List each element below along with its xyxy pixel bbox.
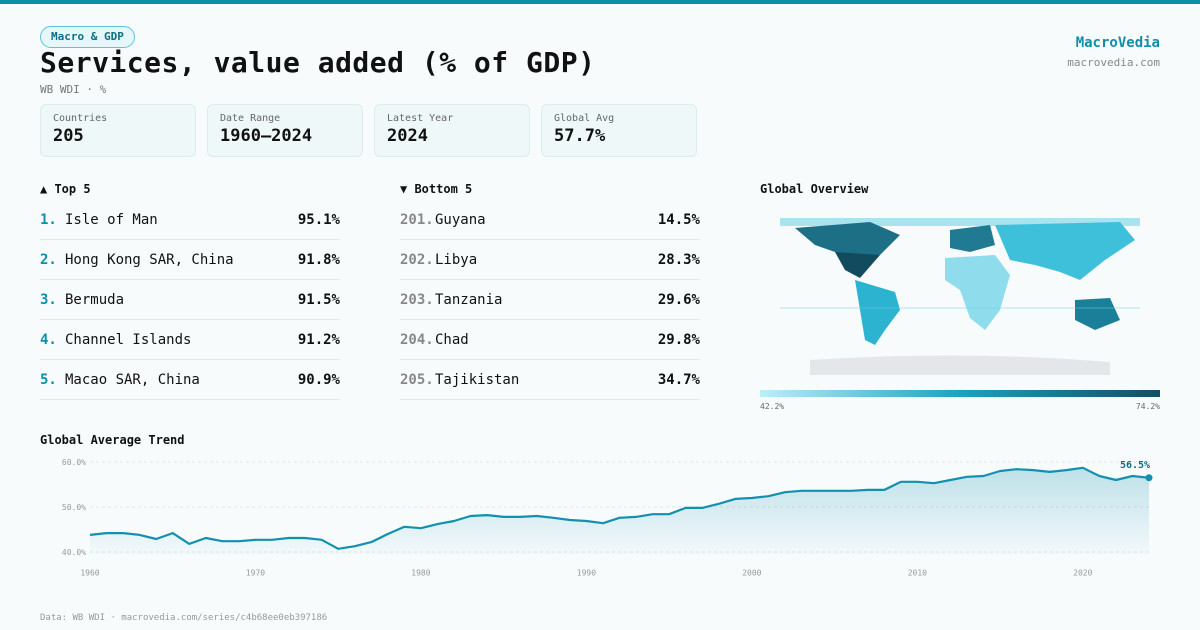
list-row: 1. Isle of Man 95.1%: [40, 200, 340, 240]
y-tick-label: 40.0%: [62, 548, 86, 557]
stat-label: Countries: [53, 113, 108, 124]
color-scale: [760, 390, 1160, 397]
europe: [950, 225, 995, 252]
country: Bermuda: [65, 291, 125, 308]
rank: 2.: [40, 251, 57, 268]
stat-card: Date Range 1960–2024: [207, 104, 363, 157]
value: 91.2%: [297, 331, 340, 348]
map-title: Global Overview: [760, 182, 869, 196]
stat-card: Latest Year 2024: [374, 104, 530, 157]
list-row: 5. Macao SAR, China 90.9%: [40, 360, 340, 400]
value: 29.8%: [657, 331, 700, 348]
category-tag: Macro & GDP: [40, 26, 135, 48]
country: Hong Kong SAR, China: [65, 251, 234, 268]
usa: [835, 252, 880, 278]
trend-chart: 40.0% 50.0% 60.0% 1960 1970 1980 1990 2000 2010 2…: [62, 458, 1153, 577]
country: Macao SAR, China: [65, 371, 200, 388]
list-row: 204. Chad 29.8%: [400, 320, 700, 360]
stat-value: 57.7%: [554, 126, 606, 146]
value: 91.5%: [297, 291, 340, 308]
x-tick-label: 1960: [80, 568, 99, 577]
y-tick-label: 50.0%: [62, 503, 86, 512]
value: 90.9%: [297, 371, 340, 388]
stat-card: Global Avg 57.7%: [541, 104, 697, 157]
rank: 4.: [40, 331, 57, 348]
value: 29.6%: [657, 291, 700, 308]
stat-value: 205: [53, 126, 84, 146]
top-bar: [0, 0, 1200, 4]
antarctica: [810, 355, 1110, 375]
rank: 1.: [40, 211, 57, 228]
subtitle: WB WDI · %: [40, 83, 107, 96]
australia: [1075, 298, 1120, 330]
y-tick-label: 60.0%: [62, 458, 86, 467]
country: Chad: [435, 331, 469, 348]
value: 91.8%: [297, 251, 340, 268]
x-tick-label: 2020: [1073, 568, 1092, 577]
rank: 205.: [400, 371, 434, 388]
bottom-title: ▼ Bottom 5: [400, 182, 473, 196]
list-row: 201. Guyana 14.5%: [400, 200, 700, 240]
x-tick-label: 2000: [742, 568, 761, 577]
value: 14.5%: [657, 211, 700, 228]
rank: 202.: [400, 251, 434, 268]
bottom-list: 201. Guyana 14.5% 202. Libya 28.3% 203. Tanzani…: [400, 200, 700, 400]
site: macrovedia.com: [1067, 56, 1160, 69]
legend-max: 74.2%: [1136, 402, 1160, 411]
rank: 201.: [400, 211, 434, 228]
africa: [945, 255, 1010, 330]
value: 95.1%: [297, 211, 340, 228]
stat-label: Global Avg: [554, 113, 615, 124]
country: Tanzania: [435, 291, 503, 308]
line: [89, 466, 1150, 550]
country: Tajikistan: [435, 371, 520, 388]
stat-value: 2024: [387, 126, 428, 146]
footer: Data: WB WDI · macrovedia.com/series/c4b…: [40, 613, 328, 623]
page-title: Services, value added (% of GDP): [40, 46, 596, 79]
list-row: 202. Libya 28.3%: [400, 240, 700, 280]
south-america: [855, 280, 900, 345]
world-map: 42.2% 74.2%: [760, 218, 1160, 411]
end-point: [1145, 474, 1153, 482]
list-row: 3. Bermuda 91.5%: [40, 280, 340, 320]
country: Guyana: [435, 211, 486, 228]
x-tick-label: 2010: [908, 568, 927, 577]
value: 28.3%: [657, 251, 700, 268]
rank: 203.: [400, 291, 434, 308]
stat-label: Date Range: [220, 113, 281, 124]
country: Isle of Man: [65, 211, 158, 228]
list-row: 203. Tanzania 29.6%: [400, 280, 700, 320]
x-tick-label: 1980: [411, 568, 430, 577]
top-title: ▲ Top 5: [40, 182, 91, 196]
value-label: 56.5%: [1120, 460, 1150, 471]
brand: MacroVedia: [1075, 35, 1160, 51]
rank: 3.: [40, 291, 57, 308]
area: [90, 467, 1149, 555]
asia: [995, 222, 1135, 280]
arctic: [780, 218, 1140, 226]
legend-min: 42.2%: [760, 402, 784, 411]
stat-value: 1960–2024: [220, 126, 313, 146]
list-row: 4. Channel Islands 91.2%: [40, 320, 340, 360]
stat-label: Latest Year: [387, 113, 454, 124]
value: 34.7%: [657, 371, 700, 388]
list-row: 205. Tajikistan 34.7%: [400, 360, 700, 400]
list-row: 2. Hong Kong SAR, China 91.8%: [40, 240, 340, 280]
rank: 204.: [400, 331, 434, 348]
x-tick-label: 1990: [577, 568, 596, 577]
country: Channel Islands: [65, 331, 192, 348]
chart-title: Global Average Trend: [40, 433, 185, 447]
country: Libya: [435, 251, 478, 268]
x-tick-label: 1970: [246, 568, 265, 577]
rank: 5.: [40, 371, 57, 388]
stat-card: Countries 205: [40, 104, 196, 157]
top-list: 1. Isle of Man 95.1% 2. Hong Kong SAR, China…: [40, 200, 340, 400]
